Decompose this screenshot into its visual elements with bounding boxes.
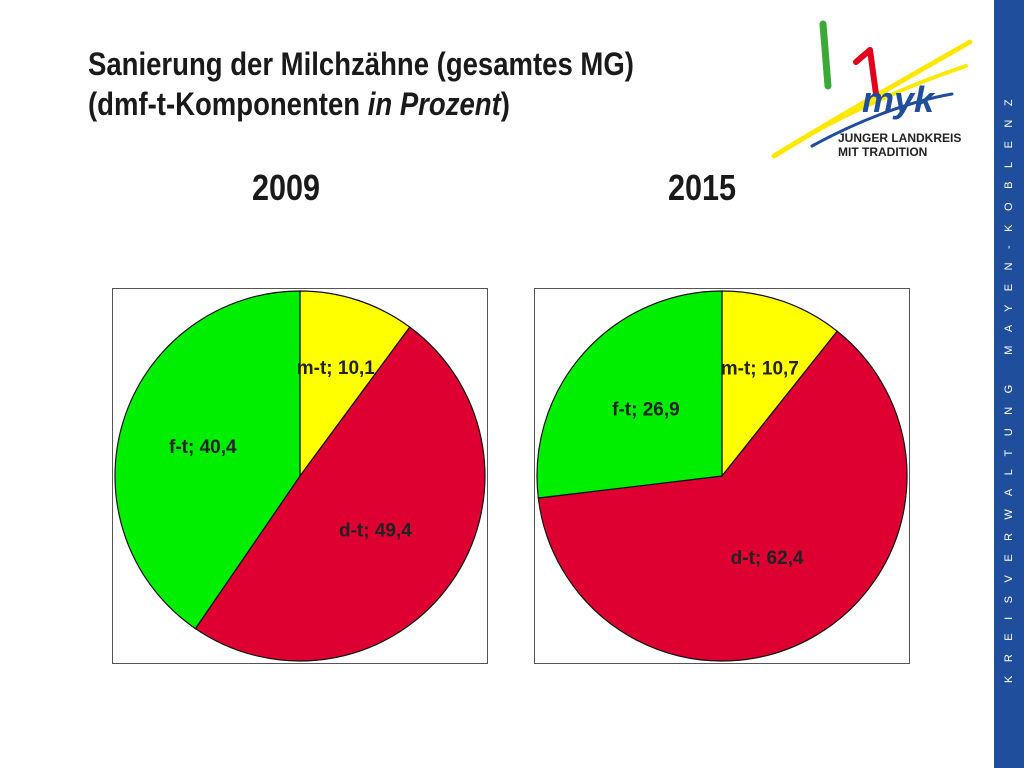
- pie-slice-d-t: [194, 326, 486, 662]
- title-line-2: (dmf-t-Komponenten in Prozent): [88, 84, 673, 124]
- side-band: KREISVERWALTUNG MAYEN-KOBLENZ: [994, 0, 1024, 768]
- pie-label-f-t: f-t; 26,9: [612, 400, 680, 421]
- pie-chart-2015: m-t; 10,7 d-t; 62,4 f-t; 26,9: [534, 288, 910, 664]
- title-line-2-prefix: (dmf-t-Komponenten: [88, 86, 368, 122]
- chart-title-2009: 2009: [251, 167, 321, 208]
- pie-label-d-t: d-t; 62,4: [731, 548, 804, 569]
- logo-graphic: myk JUNGER LANDKREIS MIT TRADITION: [771, 20, 973, 159]
- pie-label-m-t: m-t; 10,7: [721, 359, 799, 380]
- chart-title-2015: 2015: [667, 167, 737, 208]
- pie-slice-m-t: [299, 290, 411, 478]
- pie-label-d-t: d-t; 49,4: [339, 521, 412, 542]
- title-line-1: Sanierung der Milchzähne (gesamtes MG): [88, 46, 634, 82]
- title-line-2-italic: in Prozent: [367, 86, 501, 122]
- slide-title: Sanierung der Milchzähne (gesamtes MG) (…: [88, 44, 673, 124]
- logo-subtext-1: JUNGER LANDKREIS: [838, 131, 961, 145]
- pie-slice-f-t: [536, 290, 723, 499]
- pie-slice-d-t: [537, 330, 908, 662]
- logo-subtext-2: MIT TRADITION: [838, 145, 927, 159]
- pie-chart-2015-svg: m-t; 10,7 d-t; 62,4 f-t; 26,9: [536, 290, 908, 662]
- side-band-text: KREISVERWALTUNG MAYEN-KOBLENZ: [1003, 85, 1015, 683]
- myk-logo: myk JUNGER LANDKREIS MIT TRADITION: [766, 14, 976, 164]
- title-line-2-suffix: ): [500, 86, 510, 122]
- pie-label-m-t: m-t; 10,1: [297, 358, 376, 379]
- pie-slice-f-t: [114, 290, 301, 630]
- logo-main-text: myk: [862, 79, 936, 120]
- pie-chart-2009-svg: m-t; 10,1 d-t; 49,4 f-t; 40,4: [114, 290, 486, 662]
- pie-slice-m-t: [721, 290, 839, 478]
- pie-label-f-t: f-t; 40,4: [169, 437, 237, 458]
- pie-chart-2009: m-t; 10,1 d-t; 49,4 f-t; 40,4: [112, 288, 488, 664]
